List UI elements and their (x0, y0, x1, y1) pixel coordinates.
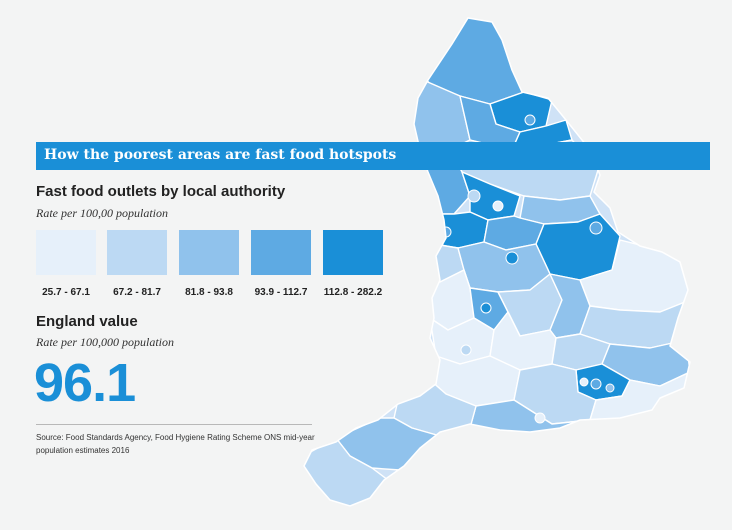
legend-subtitle: Rate per 100,00 population (36, 206, 168, 220)
legend-swatch-4 (251, 230, 311, 275)
district-marker (579, 377, 589, 387)
district-marker (460, 344, 472, 356)
england-value-subtitle: Rate per 100,000 population (36, 335, 174, 349)
page-title: How the poorest areas are fast food hots… (44, 147, 397, 163)
legend-label-1: 25.7 - 67.1 (42, 287, 90, 298)
district-marker (492, 200, 504, 212)
england-value-title: England value (36, 313, 138, 330)
source-note: Source: Food Standards Agency, Food Hygi… (36, 433, 315, 455)
england-border (303, 17, 691, 507)
england-value-number: 96.1 (34, 353, 136, 413)
region-manchester (419, 211, 489, 249)
title-banner: How the poorest areas are fast food hots… (36, 142, 710, 170)
district-marker (590, 378, 602, 390)
legend-label-4: 93.9 - 112.7 (254, 287, 308, 298)
legend-swatch-3 (179, 230, 239, 275)
legend-label-2: 67.2 - 81.7 (113, 287, 161, 298)
legend-label-3: 81.8 - 93.8 (185, 287, 233, 298)
district-marker (534, 412, 546, 424)
legend-label-5: 112.8 - 282.2 (323, 287, 383, 298)
source-divider (36, 424, 312, 425)
district-marker (480, 302, 492, 314)
district-marker (467, 189, 481, 203)
district-marker (524, 114, 536, 126)
legend-swatch-1 (36, 230, 96, 275)
district-marker (589, 221, 603, 235)
district-marker (505, 251, 519, 265)
legend-swatch-5 (323, 230, 383, 275)
legend-swatch-2 (107, 230, 167, 275)
legend-title: Fast food outlets by local authority (36, 183, 286, 200)
district-marker (605, 383, 615, 393)
